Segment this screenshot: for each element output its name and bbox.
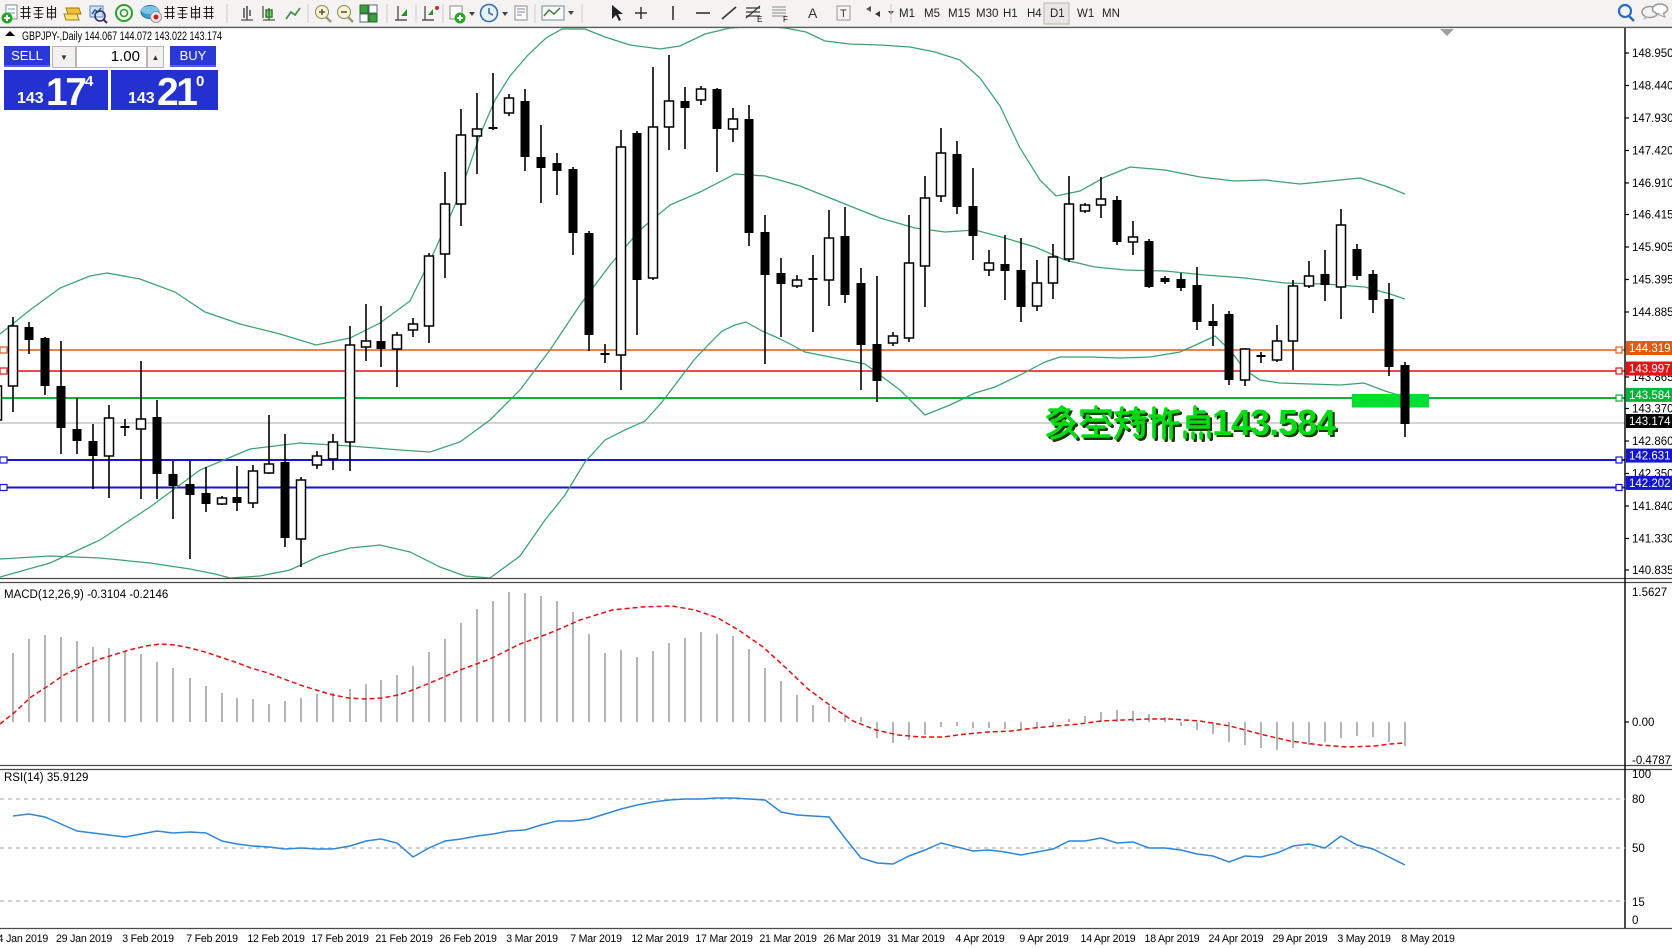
svg-text:143.584: 143.584 (1212, 402, 1336, 443)
svg-text:4 Apr 2019: 4 Apr 2019 (955, 933, 1005, 945)
svg-text:80: 80 (1632, 794, 1645, 806)
svg-text:MACD(12,26,9) -0.3104 -0.2146: MACD(12,26,9) -0.3104 -0.2146 (4, 589, 168, 601)
svg-text:142.202: 142.202 (1629, 478, 1671, 490)
svg-text:21 Mar 2019: 21 Mar 2019 (759, 933, 817, 945)
svg-text:18 Apr 2019: 18 Apr 2019 (1145, 933, 1200, 945)
svg-text:143.997: 143.997 (1629, 364, 1671, 376)
svg-text:9 Apr 2019: 9 Apr 2019 (1019, 933, 1069, 945)
svg-text:24 Apr 2019: 24 Apr 2019 (1209, 933, 1264, 945)
svg-text:146.910: 146.910 (1632, 178, 1672, 190)
svg-text:GBPJPY-,Daily 144.067 144.072: GBPJPY-,Daily 144.067 144.072 143.022 14… (22, 31, 222, 43)
svg-text:M1: M1 (899, 8, 915, 20)
svg-text:148.440: 148.440 (1632, 80, 1672, 92)
svg-text:145.905: 145.905 (1632, 242, 1672, 254)
svg-text:RSI(14) 35.9129: RSI(14) 35.9129 (4, 772, 88, 784)
svg-text:3 Mar 2019: 3 Mar 2019 (506, 933, 558, 945)
svg-text:100: 100 (1632, 769, 1651, 781)
svg-text:MN: MN (1102, 8, 1120, 20)
svg-text:W1: W1 (1077, 8, 1094, 20)
svg-text:1.5627: 1.5627 (1632, 587, 1667, 599)
svg-text:12 Mar 2019: 12 Mar 2019 (631, 933, 689, 945)
svg-text:144.319: 144.319 (1629, 343, 1671, 355)
svg-text:29 Apr 2019: 29 Apr 2019 (1273, 933, 1328, 945)
svg-text:148.950: 148.950 (1632, 48, 1672, 60)
svg-text:17 Feb 2019: 17 Feb 2019 (311, 933, 369, 945)
svg-text:14 Apr 2019: 14 Apr 2019 (1081, 933, 1136, 945)
svg-text:-0.4787: -0.4787 (1632, 755, 1671, 767)
svg-text:E: E (757, 15, 762, 24)
svg-text:143.174: 143.174 (1629, 416, 1671, 428)
svg-text:15: 15 (1632, 897, 1645, 909)
svg-text:142.860: 142.860 (1632, 436, 1672, 448)
svg-text:M15: M15 (948, 8, 970, 20)
svg-text:M5: M5 (924, 8, 940, 20)
svg-text:146.415: 146.415 (1632, 210, 1672, 222)
svg-text:143.370: 143.370 (1632, 404, 1672, 416)
svg-text:H1: H1 (1003, 8, 1018, 20)
svg-text:140.835: 140.835 (1632, 565, 1672, 577)
svg-text:143.584: 143.584 (1214, 404, 1338, 445)
svg-text:145.395: 145.395 (1632, 274, 1672, 286)
svg-text:141.840: 141.840 (1632, 501, 1672, 513)
svg-text:24 Jan 2019: 24 Jan 2019 (0, 933, 48, 945)
svg-text:3 Feb 2019: 3 Feb 2019 (122, 933, 174, 945)
svg-text:H4: H4 (1027, 8, 1042, 20)
svg-text:50: 50 (1632, 843, 1645, 855)
svg-text:F: F (783, 15, 788, 24)
svg-text:26 Feb 2019: 26 Feb 2019 (439, 933, 497, 945)
svg-text:29 Jan 2019: 29 Jan 2019 (56, 933, 112, 945)
svg-text:0.00: 0.00 (1632, 717, 1654, 729)
svg-text:8 May 2019: 8 May 2019 (1401, 933, 1455, 945)
svg-text:141.330: 141.330 (1632, 533, 1672, 545)
svg-text:144.885: 144.885 (1632, 307, 1672, 319)
svg-text:A: A (808, 5, 818, 21)
svg-text:D1: D1 (1050, 8, 1065, 20)
svg-text:0: 0 (1632, 915, 1638, 927)
svg-text:147.420: 147.420 (1632, 145, 1672, 157)
svg-text:142.631: 142.631 (1629, 451, 1671, 463)
svg-text:12 Feb 2019: 12 Feb 2019 (247, 933, 305, 945)
svg-text:7 Mar 2019: 7 Mar 2019 (570, 933, 622, 945)
svg-text:31 Mar 2019: 31 Mar 2019 (887, 933, 945, 945)
svg-text:T: T (840, 8, 847, 20)
svg-text:M30: M30 (976, 8, 998, 20)
svg-text:143.584: 143.584 (1629, 390, 1671, 402)
svg-text:17 Mar 2019: 17 Mar 2019 (695, 933, 753, 945)
svg-text:21 Feb 2019: 21 Feb 2019 (375, 933, 433, 945)
svg-text:147.930: 147.930 (1632, 113, 1672, 125)
svg-text:26 Mar 2019: 26 Mar 2019 (823, 933, 881, 945)
svg-text:3 May 2019: 3 May 2019 (1337, 933, 1391, 945)
svg-text:7 Feb 2019: 7 Feb 2019 (186, 933, 238, 945)
